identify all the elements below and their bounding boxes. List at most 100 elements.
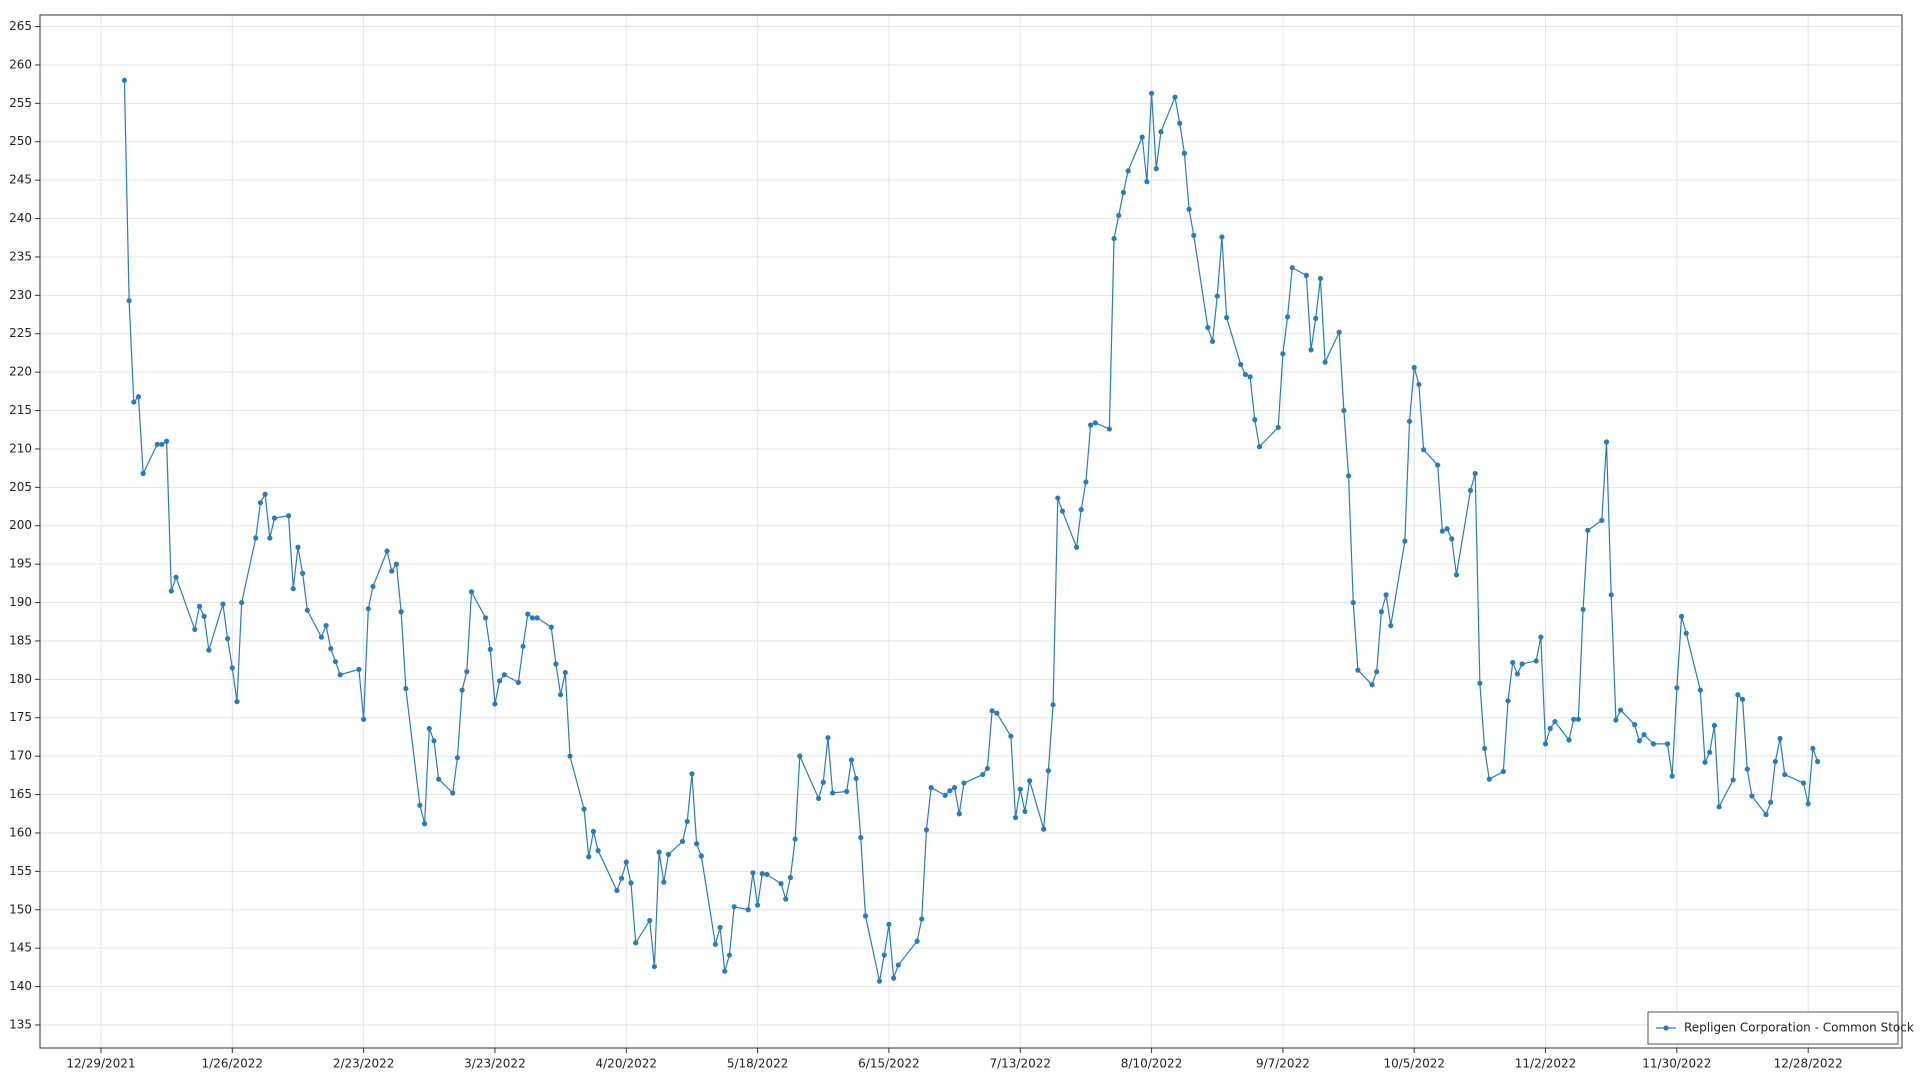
y-tick-label: 140 — [9, 979, 32, 993]
data-point — [323, 622, 329, 629]
data-point — [1453, 572, 1460, 578]
data-point — [1552, 718, 1558, 725]
data-point — [492, 701, 498, 707]
data-point — [393, 561, 400, 567]
data-point — [356, 666, 362, 672]
data-point — [1153, 166, 1159, 172]
data-point — [225, 636, 231, 642]
data-point — [1439, 528, 1445, 534]
data-point — [1650, 741, 1657, 747]
data-point — [515, 679, 521, 686]
data-point — [1017, 786, 1023, 792]
data-point — [989, 708, 995, 714]
data-point — [764, 871, 770, 878]
data-point — [844, 788, 850, 795]
data-point — [1205, 324, 1211, 331]
data-point — [1599, 517, 1605, 523]
y-tick-label: 180 — [9, 672, 32, 686]
data-point — [290, 586, 296, 592]
data-point — [168, 588, 174, 594]
data-point — [1697, 687, 1703, 693]
data-point — [1542, 741, 1549, 747]
data-point — [1782, 771, 1788, 778]
x-tick-label: 12/28/2022 — [1774, 1057, 1843, 1071]
data-point — [1172, 94, 1178, 100]
data-point — [529, 615, 536, 621]
y-tick-label: 155 — [9, 864, 32, 878]
y-tick-label: 175 — [9, 710, 32, 724]
data-point — [1177, 120, 1183, 126]
data-point — [623, 859, 629, 865]
data-point — [1411, 364, 1417, 371]
data-point — [389, 568, 395, 574]
y-tick-label: 240 — [9, 211, 32, 225]
data-point — [1224, 315, 1230, 321]
data-point — [1510, 659, 1516, 666]
data-point — [1481, 745, 1488, 752]
data-point — [684, 818, 690, 825]
data-point — [618, 875, 625, 881]
data-point — [1078, 507, 1084, 513]
data-point — [1800, 780, 1807, 786]
data-point — [253, 535, 259, 541]
data-point — [694, 841, 700, 847]
data-point — [1514, 671, 1521, 677]
data-point — [1575, 716, 1581, 722]
data-point — [1256, 444, 1263, 450]
data-point — [1219, 234, 1225, 240]
y-tick-label: 250 — [9, 134, 32, 148]
data-point — [1008, 733, 1014, 739]
legend-label: Repligen Corporation - Common Stock — [1684, 1021, 1914, 1035]
data-point — [361, 716, 367, 722]
data-point — [468, 589, 475, 595]
x-tick-label: 3/23/2022 — [464, 1057, 526, 1071]
data-point — [1181, 150, 1188, 156]
data-point — [121, 77, 128, 83]
data-point — [980, 771, 986, 778]
data-point — [1444, 526, 1450, 532]
data-point — [300, 570, 306, 576]
data-point — [914, 938, 920, 944]
data-point — [558, 692, 564, 698]
data-point — [1308, 347, 1314, 353]
data-point — [1435, 462, 1441, 468]
y-tick-label: 220 — [9, 365, 32, 379]
data-point — [595, 848, 601, 854]
data-point — [398, 609, 404, 615]
data-point — [750, 870, 756, 876]
data-point — [1092, 420, 1098, 426]
data-point — [726, 952, 733, 958]
data-point — [797, 753, 803, 759]
data-point — [881, 952, 887, 958]
data-point — [1336, 329, 1342, 335]
data-point — [318, 634, 325, 640]
data-point — [295, 544, 301, 550]
data-point — [754, 902, 761, 908]
data-point — [1678, 613, 1685, 619]
data-point — [1045, 768, 1051, 774]
data-point — [1739, 696, 1746, 702]
data-point — [581, 806, 587, 812]
data-point — [271, 515, 278, 521]
data-point — [1805, 801, 1811, 807]
data-point — [1519, 661, 1525, 667]
data-point — [450, 790, 456, 796]
data-point — [140, 470, 146, 477]
data-point — [534, 615, 540, 621]
y-tick-label: 235 — [9, 249, 32, 263]
data-point — [487, 646, 493, 652]
data-point — [1547, 725, 1553, 732]
data-point — [501, 672, 507, 678]
data-point — [919, 916, 925, 922]
y-tick-label: 145 — [9, 941, 32, 955]
x-tick-label: 1/26/2022 — [202, 1057, 264, 1071]
legend-swatch-dot — [1663, 1025, 1669, 1031]
data-point — [787, 874, 794, 881]
data-point — [365, 606, 371, 612]
data-point — [994, 710, 1000, 716]
data-point — [1303, 272, 1309, 278]
data-point — [1580, 606, 1586, 613]
data-point — [1158, 129, 1164, 135]
data-point — [853, 775, 859, 782]
